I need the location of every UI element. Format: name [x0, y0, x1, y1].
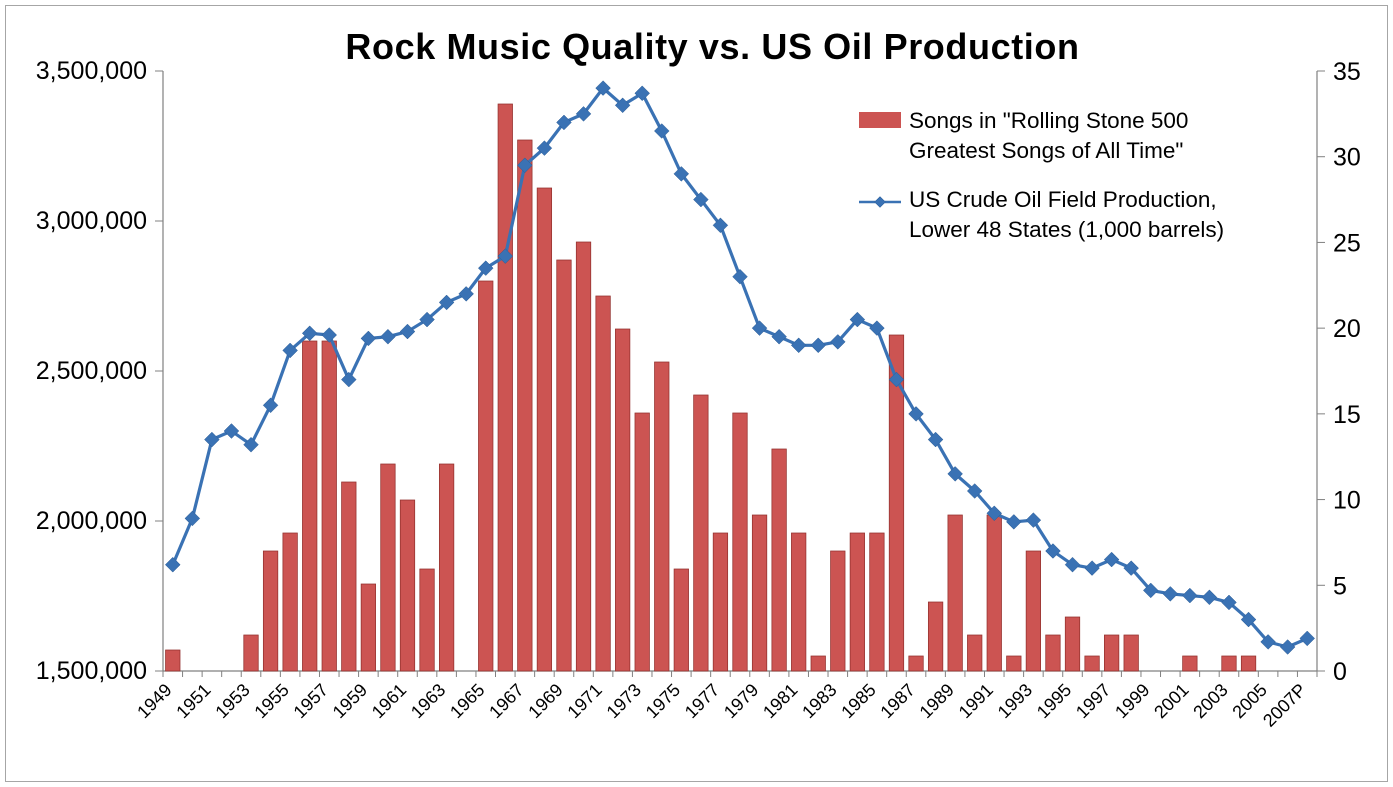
- svg-text:2003: 2003: [1189, 680, 1231, 722]
- svg-text:1991: 1991: [955, 680, 997, 722]
- svg-text:1951: 1951: [172, 680, 214, 722]
- svg-text:3,000,000: 3,000,000: [36, 207, 147, 235]
- svg-text:1961: 1961: [368, 680, 410, 722]
- svg-text:3,500,000: 3,500,000: [36, 57, 147, 85]
- svg-text:2007P: 2007P: [1259, 680, 1310, 731]
- svg-text:2001: 2001: [1150, 680, 1192, 722]
- svg-text:1977: 1977: [681, 680, 723, 722]
- svg-text:1975: 1975: [642, 680, 684, 722]
- svg-text:1949: 1949: [133, 680, 175, 722]
- svg-text:1985: 1985: [837, 680, 879, 722]
- svg-text:15: 15: [1333, 401, 1361, 429]
- svg-text:1969: 1969: [524, 680, 566, 722]
- svg-text:2,500,000: 2,500,000: [36, 357, 147, 385]
- svg-text:1959: 1959: [329, 680, 371, 722]
- svg-text:1963: 1963: [407, 680, 449, 722]
- svg-text:30: 30: [1333, 144, 1361, 172]
- svg-text:1979: 1979: [720, 680, 762, 722]
- svg-text:20: 20: [1333, 315, 1361, 343]
- svg-text:1981: 1981: [759, 680, 801, 722]
- svg-text:1955: 1955: [251, 680, 293, 722]
- svg-text:1953: 1953: [211, 680, 253, 722]
- svg-text:1987: 1987: [876, 680, 918, 722]
- svg-text:2,000,000: 2,000,000: [36, 507, 147, 535]
- svg-text:25: 25: [1333, 229, 1361, 257]
- svg-text:1957: 1957: [290, 680, 332, 722]
- svg-text:1995: 1995: [1033, 680, 1075, 722]
- svg-text:1967: 1967: [485, 680, 527, 722]
- svg-text:10: 10: [1333, 487, 1361, 515]
- svg-text:1965: 1965: [446, 680, 488, 722]
- svg-text:1989: 1989: [916, 680, 958, 722]
- svg-text:1999: 1999: [1111, 680, 1153, 722]
- svg-text:5: 5: [1333, 572, 1347, 600]
- svg-text:1997: 1997: [1072, 680, 1114, 722]
- svg-text:1971: 1971: [563, 680, 605, 722]
- svg-text:1993: 1993: [994, 680, 1036, 722]
- svg-text:35: 35: [1333, 58, 1361, 86]
- svg-text:0: 0: [1333, 658, 1347, 686]
- svg-text:1983: 1983: [798, 680, 840, 722]
- svg-text:1973: 1973: [603, 680, 645, 722]
- svg-text:1,500,000: 1,500,000: [36, 657, 147, 685]
